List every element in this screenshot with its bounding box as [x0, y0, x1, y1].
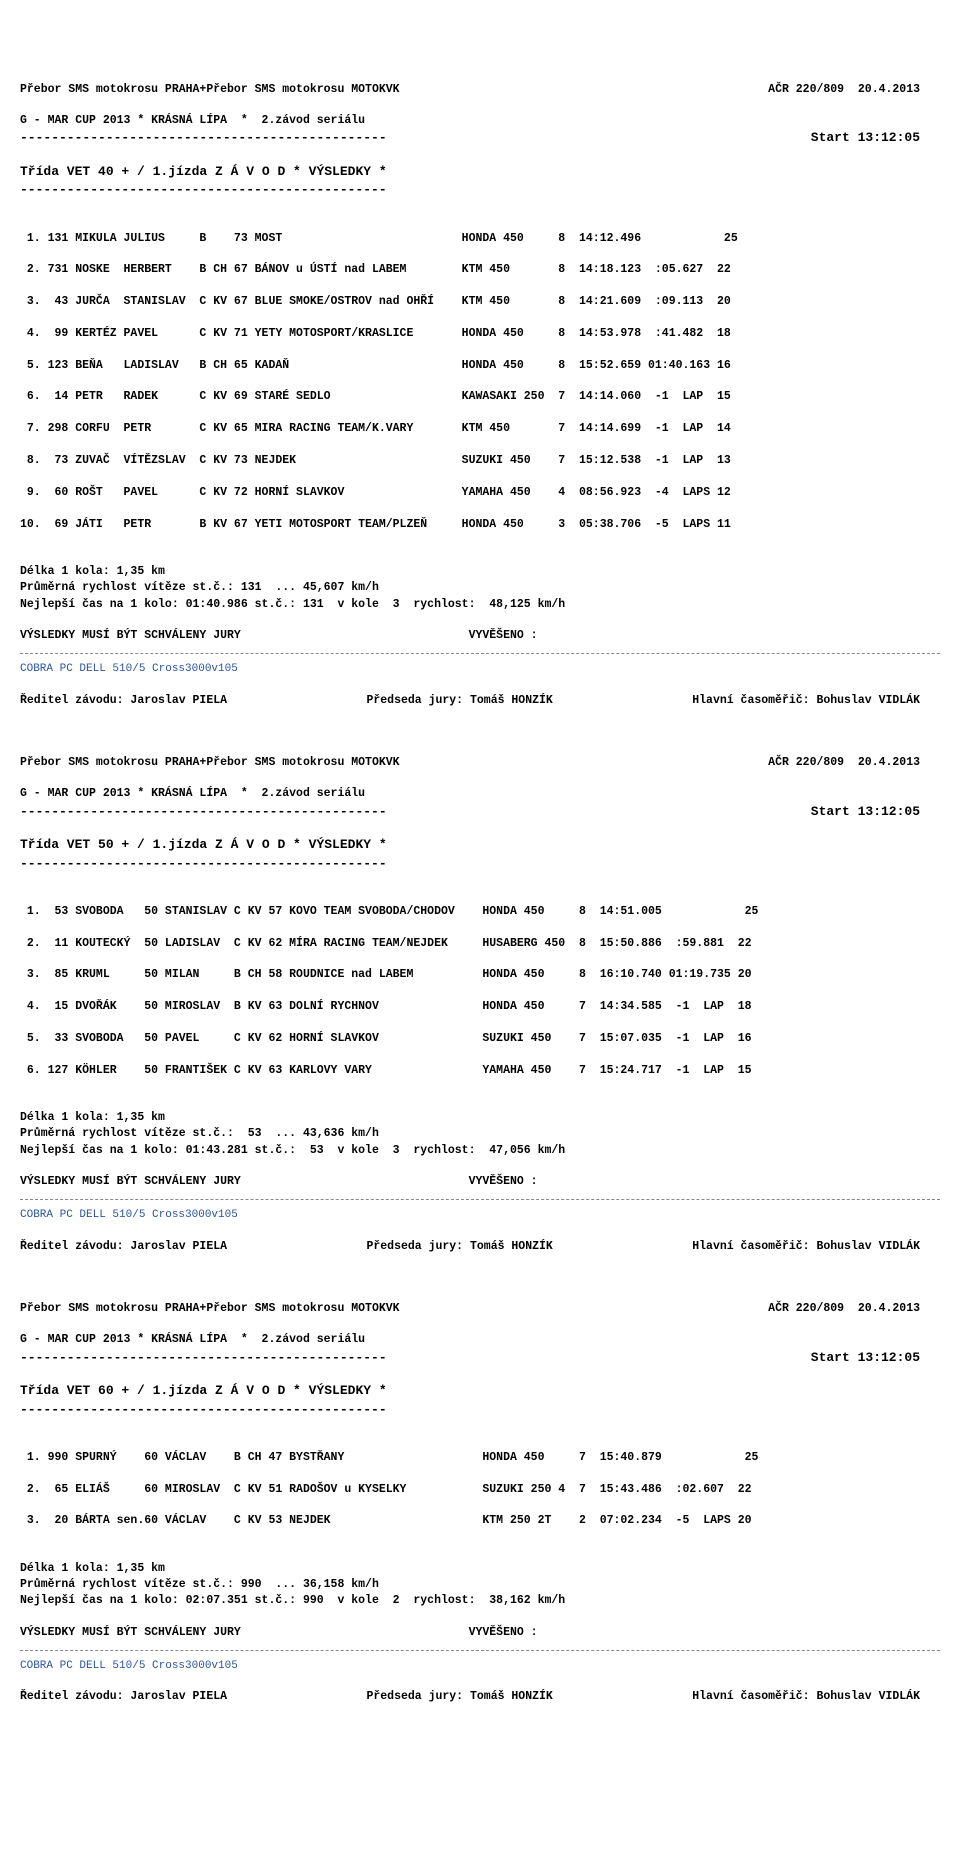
acr-code: AČR 220/809 20.4.2013	[768, 82, 920, 98]
race-director: Ředitel závodu: Jaroslav PIELA	[20, 1239, 227, 1255]
best-lap: Nejlepší čas na 1 kolo: 01:43.281 st.č.:…	[20, 1144, 565, 1157]
event-subtitle: G - MAR CUP 2013 * KRÁSNÁ LÍPA * 2.závod…	[20, 114, 365, 127]
result-row: 1. 53 SVOBODA 50 STANISLAV C KV 57 KOVO …	[20, 905, 758, 918]
separator	[20, 1650, 940, 1651]
start-time: Start 13:12:05	[811, 129, 920, 147]
software-id: COBRA PC DELL 510/5 Cross3000v105	[20, 1660, 238, 1672]
lap-length: Délka 1 kola: 1,35 km	[20, 1111, 165, 1124]
class-title: Třída VET 50 + / 1.jízda Z Á V O D * VÝS…	[20, 837, 387, 852]
lap-length: Délka 1 kola: 1,35 km	[20, 1562, 165, 1575]
event-title: Přebor SMS motokrosu PRAHA+Přebor SMS mo…	[20, 755, 400, 771]
result-row: 3. 85 KRUML 50 MILAN B CH 58 ROUDNICE na…	[20, 968, 752, 981]
separator	[20, 653, 940, 654]
race-director: Ředitel závodu: Jaroslav PIELA	[20, 693, 227, 709]
result-row: 4. 99 KERTÉZ PAVEL C KV 71 YETY MOTOSPOR…	[20, 327, 731, 340]
chief-timer: Hlavní časoměřič: Bohuslav VIDLÁK	[692, 1239, 920, 1255]
result-row: 6. 14 PETR RADEK C KV 69 STARÉ SEDLO KAW…	[20, 390, 731, 403]
result-row: 1. 990 SPURNÝ 60 VÁCLAV B CH 47 BYSTŘANY…	[20, 1451, 758, 1464]
best-lap: Nejlepší čas na 1 kolo: 02:07.351 st.č.:…	[20, 1594, 565, 1607]
event-subtitle: G - MAR CUP 2013 * KRÁSNÁ LÍPA * 2.závod…	[20, 1333, 365, 1346]
class-title: Třída VET 40 + / 1.jízda Z Á V O D * VÝS…	[20, 164, 387, 179]
result-row: 7. 298 CORFU PETR C KV 65 MIRA RACING TE…	[20, 422, 731, 435]
avg-speed: Průměrná rychlost vítěze st.č.: 53 ... 4…	[20, 1127, 379, 1140]
divider-line: ----------------------------------------…	[20, 803, 387, 821]
divider-line: ----------------------------------------…	[20, 856, 387, 871]
result-row: 5. 33 SVOBODA 50 PAVEL C KV 62 HORNÍ SLA…	[20, 1032, 752, 1045]
start-time: Start 13:12:05	[811, 803, 920, 821]
lap-length: Délka 1 kola: 1,35 km	[20, 565, 165, 578]
chief-timer: Hlavní časoměřič: Bohuslav VIDLÁK	[692, 1689, 920, 1705]
acr-code: AČR 220/809 20.4.2013	[768, 1301, 920, 1317]
chief-timer: Hlavní časoměřič: Bohuslav VIDLÁK	[692, 693, 920, 709]
result-row: 2. 11 KOUTECKÝ 50 LADISLAV C KV 62 MÍRA …	[20, 937, 752, 950]
software-id: COBRA PC DELL 510/5 Cross3000v105	[20, 1209, 238, 1221]
jury-approval: VÝSLEDKY MUSÍ BÝT SCHVÁLENY JURY VYVĚŠEN…	[20, 629, 538, 642]
start-time: Start 13:12:05	[811, 1349, 920, 1367]
divider-line: ----------------------------------------…	[20, 1349, 387, 1367]
result-row: 3. 43 JURČA STANISLAV C KV 67 BLUE SMOKE…	[20, 295, 731, 308]
jury-chair: Předseda jury: Tomáš HONZÍK	[366, 1239, 552, 1255]
divider-line: ----------------------------------------…	[20, 1402, 387, 1417]
avg-speed: Průměrná rychlost vítěze st.č.: 990 ... …	[20, 1578, 379, 1591]
result-row: 2. 65 ELIÁŠ 60 MIROSLAV C KV 51 RADOŠOV …	[20, 1483, 752, 1496]
result-row: 9. 60 ROŠT PAVEL C KV 72 HORNÍ SLAVKOV Y…	[20, 486, 731, 499]
best-lap: Nejlepší čas na 1 kolo: 01:40.986 st.č.:…	[20, 598, 565, 611]
event-title: Přebor SMS motokrosu PRAHA+Přebor SMS mo…	[20, 1301, 400, 1317]
event-title: Přebor SMS motokrosu PRAHA+Přebor SMS mo…	[20, 82, 400, 98]
result-row: 1. 131 MIKULA JULIUS B 73 MOST HONDA 450…	[20, 232, 738, 245]
acr-code: AČR 220/809 20.4.2013	[768, 755, 920, 771]
result-row: 5. 123 BEŇA LADISLAV B CH 65 KADAŇ HONDA…	[20, 359, 731, 372]
jury-chair: Předseda jury: Tomáš HONZÍK	[366, 1689, 552, 1705]
divider-line: ----------------------------------------…	[20, 129, 387, 147]
avg-speed: Průměrná rychlost vítěze st.č.: 131 ... …	[20, 581, 379, 594]
jury-approval: VÝSLEDKY MUSÍ BÝT SCHVÁLENY JURY VYVĚŠEN…	[20, 1626, 538, 1639]
separator	[20, 1199, 940, 1200]
divider-line: ----------------------------------------…	[20, 182, 387, 197]
result-row: 6. 127 KÖHLER 50 FRANTIŠEK C KV 63 KARLO…	[20, 1064, 752, 1077]
result-row: 10. 69 JÁTI PETR B KV 67 YETI MOTOSPORT …	[20, 518, 731, 531]
race-results-document: Přebor SMS motokrosu PRAHA+Přebor SMS mo…	[20, 82, 940, 1752]
event-subtitle: G - MAR CUP 2013 * KRÁSNÁ LÍPA * 2.závod…	[20, 787, 365, 800]
result-row: 4. 15 DVOŘÁK 50 MIROSLAV B KV 63 DOLNÍ R…	[20, 1000, 752, 1013]
result-row: 3. 20 BÁRTA sen.60 VÁCLAV C KV 53 NEJDEK…	[20, 1514, 752, 1527]
jury-chair: Předseda jury: Tomáš HONZÍK	[366, 693, 552, 709]
result-row: 2. 731 NOSKE HERBERT B CH 67 BÁNOV u ÚST…	[20, 263, 731, 276]
result-row: 8. 73 ZUVAČ VÍTĚZSLAV C KV 73 NEJDEK SUZ…	[20, 454, 731, 467]
jury-approval: VÝSLEDKY MUSÍ BÝT SCHVÁLENY JURY VYVĚŠEN…	[20, 1175, 538, 1188]
race-director: Ředitel závodu: Jaroslav PIELA	[20, 1689, 227, 1705]
software-id: COBRA PC DELL 510/5 Cross3000v105	[20, 663, 238, 675]
